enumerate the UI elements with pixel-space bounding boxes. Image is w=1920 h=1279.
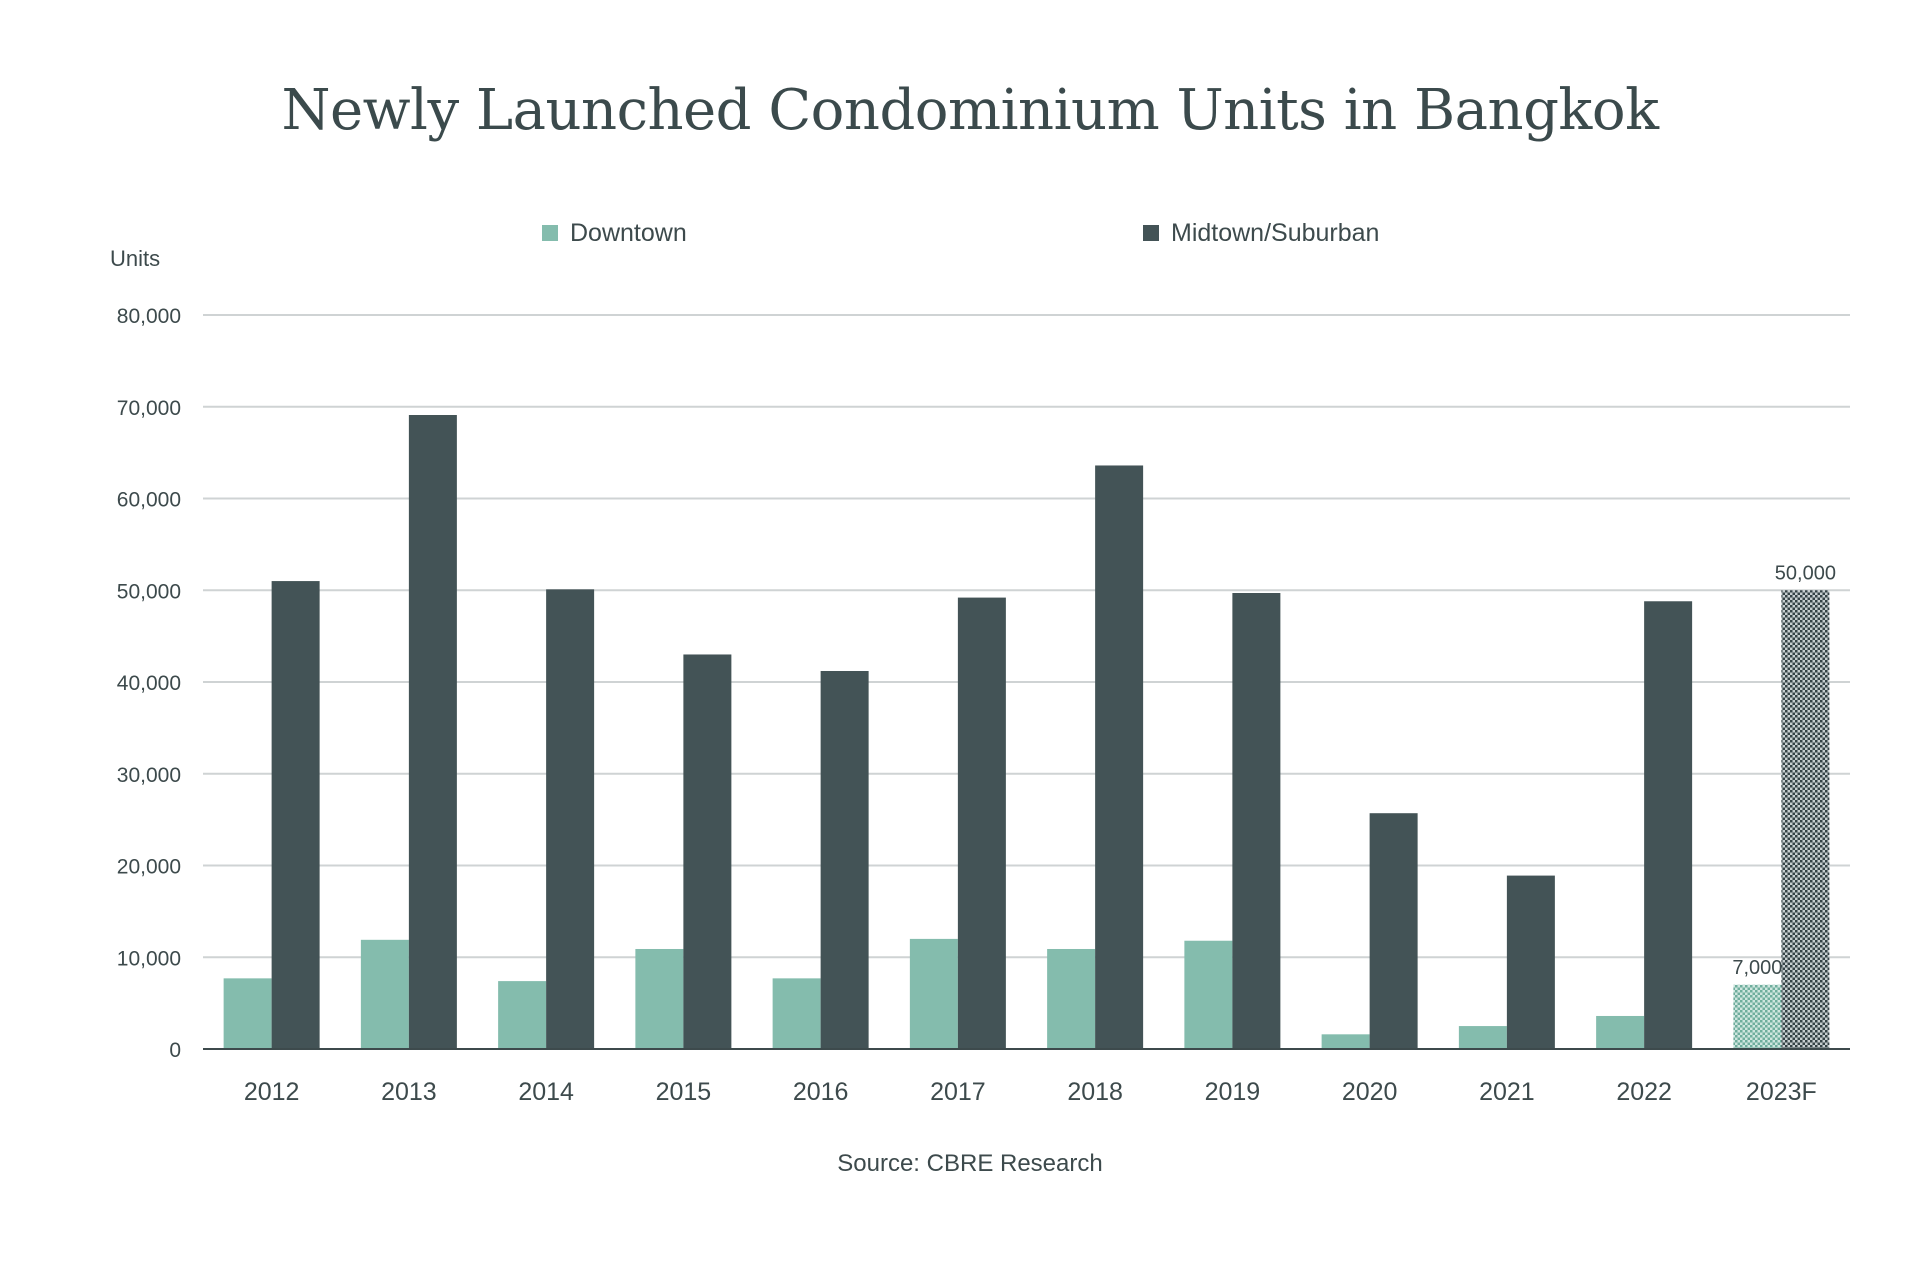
data-label-downtown-2023f: 7,000 xyxy=(1732,957,1782,979)
x-tick-label-2018: 2018 xyxy=(1067,1078,1123,1106)
bar-midtown-suburban-2017 xyxy=(957,597,1006,1049)
legend-swatch-downtown xyxy=(542,225,558,241)
legend-label-downtown: Downtown xyxy=(570,219,687,247)
bar-midtown-suburban-2014 xyxy=(546,589,595,1049)
y-tick-label-10000: 10,000 xyxy=(117,947,181,970)
bar-downtown-2019 xyxy=(1184,940,1233,1049)
y-tick-label-30000: 30,000 xyxy=(117,764,181,787)
gridlines xyxy=(203,314,1850,959)
legend: Downtown Midtown/Suburban xyxy=(542,219,1379,247)
y-axis-ticks: 0 10,000 20,000 30,000 40,000 50,000 60,000 70,… xyxy=(117,305,181,1062)
y-tick-label-40000: 40,000 xyxy=(117,672,181,695)
x-tick-label-2015: 2015 xyxy=(656,1078,712,1106)
x-tick-label-2022: 2022 xyxy=(1616,1078,1672,1106)
bar-midtown-suburban-2023f xyxy=(1781,590,1830,1049)
y-tick-label-60000: 60,000 xyxy=(117,489,181,512)
bar-downtown-2014 xyxy=(498,981,547,1049)
source-note: Source: CBRE Research xyxy=(837,1150,1102,1177)
y-tick-label-80000: 80,000 xyxy=(117,305,181,328)
y-axis-label: Units xyxy=(110,246,160,271)
y-tick-label-0: 0 xyxy=(169,1039,181,1062)
legend-swatch-midtown-suburban xyxy=(1143,225,1159,241)
bar-downtown-2021 xyxy=(1458,1026,1507,1049)
bar-downtown-2022 xyxy=(1596,1015,1645,1049)
x-tick-label-2023f: 2023F xyxy=(1746,1078,1817,1106)
x-axis-ticks: 2012 2013 2014 2015 2016 2017 2018 2019 2020 2021… xyxy=(244,1078,1817,1106)
x-tick-label-2014: 2014 xyxy=(518,1078,574,1106)
bar-downtown-2017 xyxy=(909,938,958,1049)
x-tick-label-2021: 2021 xyxy=(1479,1078,1535,1106)
x-tick-label-2017: 2017 xyxy=(930,1078,986,1106)
legend-label-midtown-suburban: Midtown/Suburban xyxy=(1171,219,1379,247)
data-labels: 7,000 50,000 xyxy=(1732,562,1836,979)
y-tick-label-50000: 50,000 xyxy=(117,580,181,603)
bar-downtown-2012 xyxy=(223,978,272,1049)
bar-midtown-suburban-2022 xyxy=(1644,601,1693,1049)
data-label-midtown-suburban-2023f: 50,000 xyxy=(1775,562,1836,584)
bar-midtown-suburban-2015 xyxy=(683,654,732,1049)
bar-downtown-2016 xyxy=(772,978,821,1049)
bar-midtown-suburban-2020 xyxy=(1369,813,1418,1049)
bar-midtown-suburban-2012 xyxy=(271,581,320,1049)
bar-midtown-suburban-2018 xyxy=(1095,465,1144,1050)
chart-title: Newly Launched Condominium Units in Bang… xyxy=(281,78,1659,143)
bar-downtown-2015 xyxy=(635,948,684,1049)
bar-midtown-suburban-2019 xyxy=(1232,593,1281,1049)
y-tick-label-70000: 70,000 xyxy=(117,397,181,420)
x-tick-label-2012: 2012 xyxy=(244,1078,300,1106)
bar-downtown-2018 xyxy=(1047,948,1096,1049)
x-tick-label-2016: 2016 xyxy=(793,1078,849,1106)
bar-midtown-suburban-2021 xyxy=(1506,875,1555,1049)
x-tick-label-2013: 2013 xyxy=(381,1078,437,1106)
bar-downtown-2013 xyxy=(360,939,409,1049)
x-tick-label-2019: 2019 xyxy=(1205,1078,1261,1106)
bar-downtown-2023f xyxy=(1733,984,1782,1049)
legend-item-midtown-suburban: Midtown/Suburban xyxy=(1143,219,1379,247)
y-tick-label-20000: 20,000 xyxy=(117,856,181,879)
x-tick-label-2020: 2020 xyxy=(1342,1078,1398,1106)
legend-item-downtown: Downtown xyxy=(542,219,687,247)
bar-midtown-suburban-2016 xyxy=(820,670,869,1049)
bar-downtown-2020 xyxy=(1321,1034,1370,1049)
bars xyxy=(223,415,1830,1050)
bar-midtown-suburban-2013 xyxy=(408,415,457,1049)
